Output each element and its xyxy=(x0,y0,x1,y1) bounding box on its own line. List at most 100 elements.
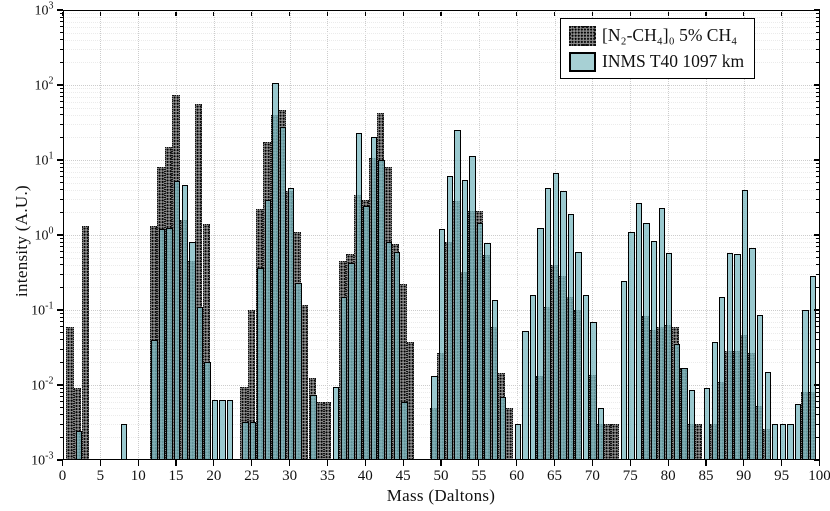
bar-inms-m89 xyxy=(734,254,741,460)
y-minor-tick-right xyxy=(816,176,819,178)
x-tick-label: 95 xyxy=(774,468,790,484)
bar-inms-m8 xyxy=(121,424,128,460)
y-minor-tick-right xyxy=(816,414,819,416)
x-tick xyxy=(326,460,329,466)
y-tick-right xyxy=(814,234,820,236)
y-minor-tick xyxy=(59,257,63,259)
x-axis-label: Mass (Daltons) xyxy=(386,486,496,505)
y-minor-tick xyxy=(59,251,63,253)
y-minor-tick-right xyxy=(816,198,819,200)
y-minor-tick xyxy=(59,91,63,93)
x-tick xyxy=(705,460,707,466)
y-minor-tick xyxy=(59,16,63,18)
x-tick-label: 100 xyxy=(808,468,830,484)
y-minor-tick-right xyxy=(816,39,819,41)
x-tick-top xyxy=(478,11,480,16)
x-tick xyxy=(629,460,631,466)
bar-plasma-m84 xyxy=(694,424,703,460)
y-gridline-minor xyxy=(62,167,820,169)
x-tick-label: 0 xyxy=(58,468,67,484)
x-tick xyxy=(99,460,101,466)
y-gridline-minor xyxy=(62,189,820,191)
x-tick-label: 25 xyxy=(244,468,260,484)
y-minor-tick-right xyxy=(816,407,819,409)
bar-inms-m50 xyxy=(439,229,446,460)
y-gridline-minor xyxy=(62,171,820,173)
bar-inms-m26 xyxy=(257,268,264,460)
y-minor-tick-right xyxy=(816,96,819,98)
y-minor-tick xyxy=(59,264,63,266)
y-minor-tick xyxy=(59,326,63,328)
x-tick-top xyxy=(743,11,745,16)
bar-inms-m80 xyxy=(666,252,673,460)
y-tick xyxy=(56,9,63,11)
bar-inms-m43 xyxy=(386,242,393,460)
y-minor-tick-right xyxy=(816,32,819,34)
y-minor-tick xyxy=(59,96,63,98)
y-minor-tick-right xyxy=(816,123,819,125)
bar-inms-m14 xyxy=(166,227,173,460)
y-minor-tick xyxy=(59,114,63,116)
y-minor-tick xyxy=(59,332,63,334)
x-tick-label: 30 xyxy=(282,468,298,484)
y-tick-right xyxy=(814,84,820,86)
bar-plasma-m73 xyxy=(611,424,619,460)
y-minor-tick xyxy=(59,48,63,50)
x-tick-label: 55 xyxy=(471,468,487,484)
y-gridline-minor xyxy=(62,137,820,139)
y-minor-tick-right xyxy=(816,436,819,438)
bar-inms-m64 xyxy=(544,188,552,460)
bar-inms-m96 xyxy=(787,424,794,460)
x-tick-label: 45 xyxy=(395,468,411,484)
x-tick xyxy=(289,460,291,466)
bar-inms-m49 xyxy=(431,376,438,460)
bar-inms-m61 xyxy=(522,331,529,460)
bar-plasma-m46 xyxy=(407,341,415,460)
y-tick xyxy=(56,234,63,236)
x-tick-top xyxy=(289,11,291,16)
bar-inms-m15 xyxy=(174,181,181,460)
bar-inms-m65 xyxy=(552,172,559,460)
x-tick xyxy=(781,460,783,466)
y-minor-tick xyxy=(59,211,63,213)
bar-inms-m67 xyxy=(567,214,575,460)
x-tick-top xyxy=(251,11,253,16)
y-minor-tick-right xyxy=(816,182,819,184)
bar-inms-m81 xyxy=(673,344,681,460)
y-gridline-major xyxy=(62,85,820,86)
y-minor-tick-right xyxy=(816,162,819,164)
y-tick-right xyxy=(814,459,820,461)
y-minor-tick xyxy=(59,312,63,314)
y-gridline-minor xyxy=(62,114,820,116)
y-minor-tick-right xyxy=(816,312,819,314)
bar-inms-m39 xyxy=(355,133,363,460)
x-tick xyxy=(667,460,669,466)
x-tick-top xyxy=(667,11,669,16)
bar-inms-m41 xyxy=(370,136,378,460)
x-tick xyxy=(175,460,177,466)
bar-inms-m90 xyxy=(741,189,749,460)
bar-inms-m94 xyxy=(772,424,779,460)
bar-inms-m63 xyxy=(537,227,544,460)
y-minor-tick xyxy=(59,171,63,173)
x-tick-top xyxy=(364,11,366,16)
x-tick xyxy=(553,460,556,466)
y-tick xyxy=(56,384,63,386)
y-minor-tick-right xyxy=(816,423,819,425)
bar-inms-m77 xyxy=(643,222,650,460)
y-minor-tick xyxy=(59,339,63,341)
y-minor-tick-right xyxy=(816,273,819,275)
y-gridline-major xyxy=(62,160,820,161)
bar-inms-m99 xyxy=(809,276,817,460)
x-tick-top xyxy=(705,11,707,16)
y-minor-tick xyxy=(59,26,63,28)
y-minor-tick xyxy=(59,348,63,350)
y-minor-tick xyxy=(59,361,63,363)
bar-inms-m19 xyxy=(204,362,211,460)
bar-inms-m66 xyxy=(560,190,567,460)
y-minor-tick xyxy=(59,321,63,323)
bar-inms-m31 xyxy=(295,282,302,460)
x-tick-label: 10 xyxy=(130,468,146,484)
bar-inms-m85 xyxy=(703,388,711,460)
y-gridline-minor xyxy=(62,182,820,184)
